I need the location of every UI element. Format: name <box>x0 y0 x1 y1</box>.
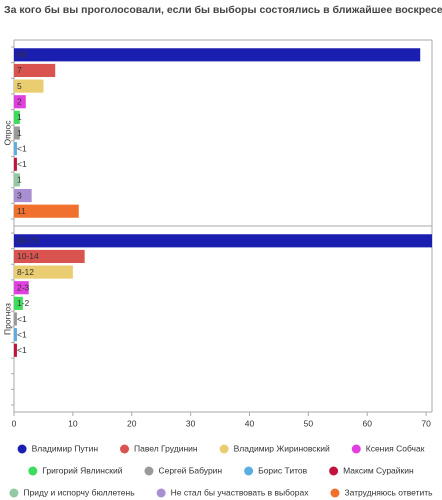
bar <box>14 265 73 279</box>
x-tick-label: 70 <box>421 418 431 428</box>
value-label: 10-14 <box>17 251 39 261</box>
legend-marker <box>28 466 38 476</box>
legend-label: Владимир Жириновский <box>234 443 330 453</box>
value-label: 5 <box>17 81 22 91</box>
y-tick-label: Опрос <box>2 120 12 146</box>
value-label: 2 <box>17 96 22 106</box>
x-tick-label: 50 <box>304 418 314 428</box>
legend-marker <box>9 488 19 498</box>
legend-marker <box>219 444 229 454</box>
value-label: 69 <box>17 50 27 60</box>
bar <box>14 234 432 248</box>
value-label: <1 <box>17 159 27 169</box>
value-label: <1 <box>17 143 27 153</box>
bar <box>14 126 20 140</box>
bar <box>14 312 17 326</box>
bar <box>14 343 17 357</box>
bar <box>14 48 421 62</box>
value-label: 1-2 <box>17 298 30 308</box>
legend-label: Максим Сурайкин <box>343 465 414 475</box>
value-label: 1 <box>17 112 22 122</box>
legend-marker <box>329 466 339 476</box>
value-label: 3 <box>17 190 22 200</box>
bar <box>14 142 17 156</box>
legend-marker <box>120 444 130 454</box>
legend-label: Ксения Собчак <box>366 443 425 453</box>
legend-marker <box>244 466 254 476</box>
bar <box>14 63 56 78</box>
legend-marker <box>156 488 166 498</box>
value-label: 7 <box>17 65 22 75</box>
legend-label: Сергей Бабурин <box>158 465 222 475</box>
bar <box>14 157 17 171</box>
bar <box>14 296 23 310</box>
x-tick-label: 0 <box>12 418 17 428</box>
bar <box>14 188 32 203</box>
legend-marker <box>330 488 340 498</box>
legend-label: Борис Титов <box>258 465 307 475</box>
chart-title: За кого бы вы проголосовали, если бы выб… <box>4 4 442 16</box>
bar <box>14 110 20 124</box>
x-tick-label: 10 <box>68 418 78 428</box>
x-tick-label: 40 <box>245 418 255 428</box>
value-label: <1 <box>17 345 27 355</box>
bar <box>14 79 44 93</box>
bar <box>14 95 26 109</box>
bar <box>14 249 85 264</box>
y-tick-label: Прогноз <box>2 303 12 335</box>
legend-label: Владимир Путин <box>32 443 99 453</box>
legend-marker <box>144 466 154 476</box>
legend-label: Павел Грудинин <box>134 443 198 453</box>
value-label: 8-12 <box>17 267 34 277</box>
bar <box>14 173 20 187</box>
legend-label: Затрудняюсь ответить <box>344 487 433 497</box>
value-label: 1 <box>17 128 22 138</box>
legend-label: Григорий Явлинский <box>42 465 122 475</box>
value-label: 1 <box>17 175 22 185</box>
value-label: <1 <box>17 314 27 324</box>
value-label: <1 <box>17 329 27 339</box>
legend-marker <box>351 444 361 454</box>
legend-marker <box>17 444 27 454</box>
bar <box>14 204 79 218</box>
bar <box>14 281 29 295</box>
x-tick-label: 60 <box>363 418 373 428</box>
bar <box>14 328 17 342</box>
value-label: 11 <box>17 206 26 216</box>
x-tick-label: 20 <box>127 418 137 428</box>
legend-label: Приду и испорчу бюллетень <box>23 487 135 497</box>
x-tick-label: 30 <box>186 418 196 428</box>
legend-label: Не стал бы участвовать в выборах <box>171 487 310 497</box>
value-label: 2-3 <box>17 282 30 292</box>
value-label: 69-73 <box>17 236 39 246</box>
